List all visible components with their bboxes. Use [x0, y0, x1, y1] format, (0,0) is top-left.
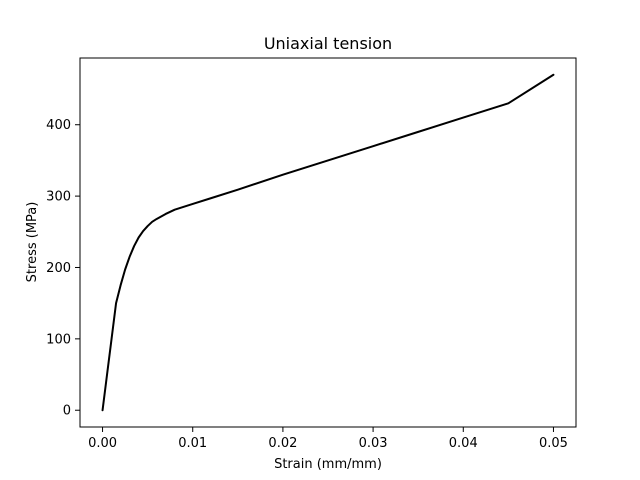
x-tick-label: 0.05 — [539, 436, 568, 451]
y-tick-label: 200 — [46, 261, 71, 276]
chart-title: Uniaxial tension — [264, 34, 392, 53]
x-tick-label: 0.04 — [449, 436, 478, 451]
x-tick-label: 0.03 — [359, 436, 388, 451]
y-tick-label: 100 — [46, 332, 71, 347]
plot-area — [101, 73, 555, 412]
axes-frame — [79, 57, 577, 428]
x-axis-ticks: 0.00 0.01 0.02 0.03 0.04 0.05 — [88, 427, 568, 451]
x-tick-label: 0.02 — [268, 436, 297, 451]
y-axis-label: Stress (MPa) — [25, 202, 40, 283]
x-axis-label: Strain (mm/mm) — [274, 457, 382, 472]
y-tick-label: 300 — [46, 190, 71, 205]
x-tick-label: 0.00 — [88, 436, 117, 451]
x-tick-label: 0.01 — [178, 436, 207, 451]
y-tick-label: 0 — [63, 404, 71, 419]
stress-strain-series-line — [101, 73, 555, 412]
y-tick-label: 400 — [46, 118, 71, 133]
y-axis-ticks: 0 100 200 300 400 — [46, 118, 80, 419]
